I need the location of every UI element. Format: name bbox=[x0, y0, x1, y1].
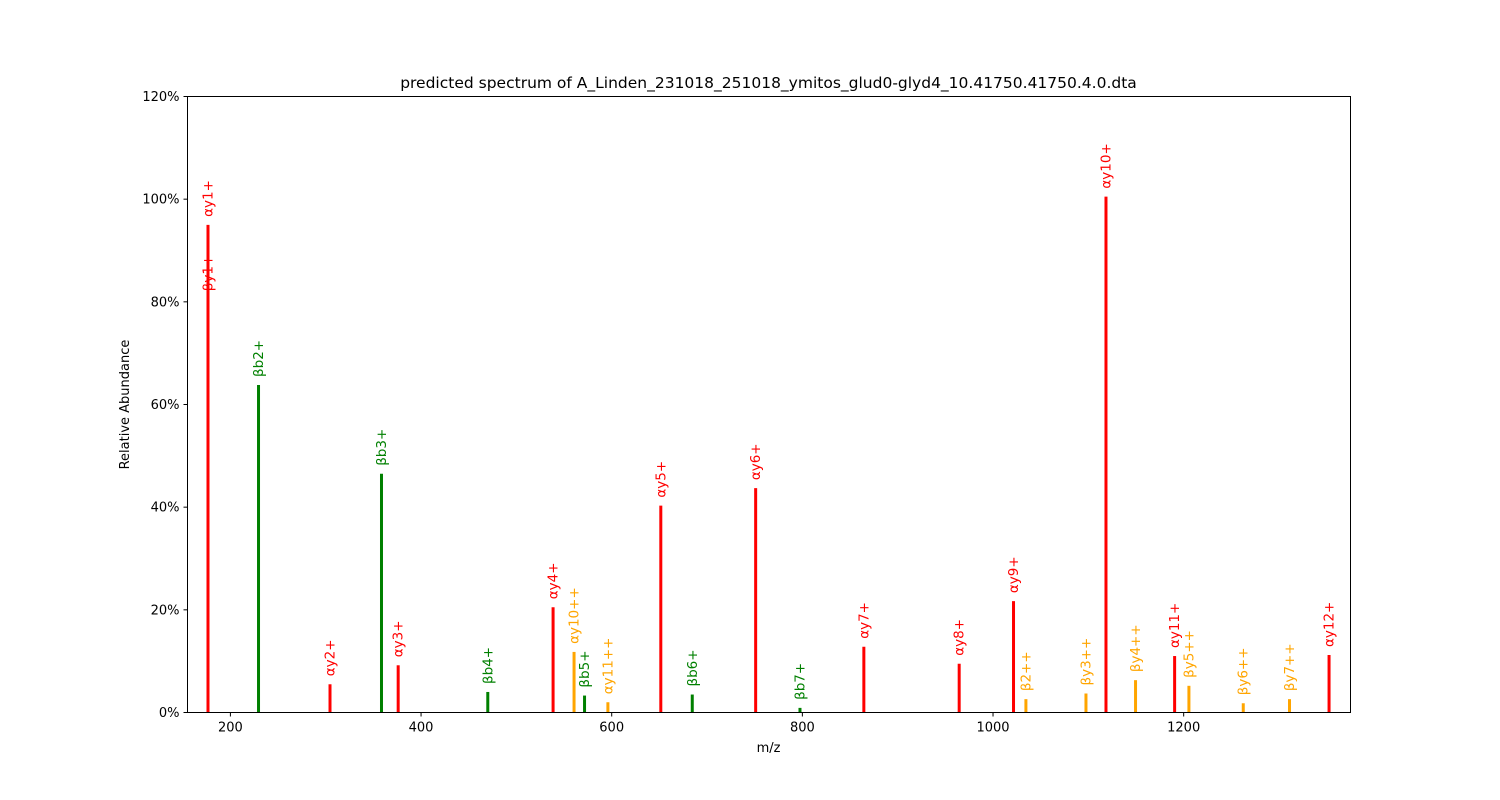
y-tick-label: 20% bbox=[151, 603, 180, 618]
peak-label: αy4+ bbox=[546, 562, 562, 599]
peak-label: βy3++ bbox=[1078, 638, 1094, 686]
peak-label: αy8+ bbox=[952, 619, 968, 656]
peak-label: βb6+ bbox=[685, 649, 701, 686]
chart-title: predicted spectrum of A_Linden_231018_25… bbox=[400, 74, 1137, 93]
peak-label: αy6+ bbox=[748, 443, 764, 480]
peak-label: βy5++ bbox=[1181, 630, 1197, 678]
x-tick-label: 600 bbox=[599, 721, 624, 736]
plot-frame bbox=[187, 96, 1351, 713]
peak-label: αy11+ bbox=[1167, 603, 1183, 648]
peak-label: αy1+ bbox=[200, 180, 216, 217]
x-tick-label: 800 bbox=[790, 721, 815, 736]
peak-label: αy11++ bbox=[600, 638, 616, 695]
y-tick-label: 40% bbox=[151, 501, 180, 516]
x-tick-label: 400 bbox=[409, 721, 434, 736]
peak-label: βy7++ bbox=[1282, 643, 1298, 691]
peak-label: βb5+ bbox=[577, 650, 593, 687]
y-tick-label: 0% bbox=[159, 706, 180, 721]
x-tick-label: 200 bbox=[218, 721, 243, 736]
peak-label: αy5+ bbox=[653, 461, 669, 498]
peak-label: β2++ bbox=[1018, 651, 1034, 691]
peak-label: αy10+ bbox=[1098, 143, 1114, 188]
peak-label: αy3+ bbox=[391, 620, 407, 657]
x-tick-label: 1200 bbox=[1167, 721, 1200, 736]
peak-label: αy9+ bbox=[1006, 556, 1022, 593]
y-tick-label: 80% bbox=[151, 295, 180, 310]
peak-label: βb4+ bbox=[480, 647, 496, 684]
y-tick-label: 100% bbox=[142, 193, 179, 208]
peak-label: αy10++ bbox=[567, 587, 583, 644]
peak-label: βb3+ bbox=[374, 429, 390, 466]
y-tick-label: 60% bbox=[151, 398, 180, 413]
x-axis-label: m/z bbox=[757, 741, 781, 756]
peak-label: βb2+ bbox=[251, 340, 267, 377]
x-tick-label: 1000 bbox=[976, 721, 1009, 736]
peak-label: βy1+ bbox=[200, 255, 216, 292]
peak-label: αy7+ bbox=[856, 602, 872, 639]
peak-label: αy2+ bbox=[323, 639, 339, 676]
peak-label: βy4++ bbox=[1128, 624, 1144, 672]
peak-label: βb7+ bbox=[792, 663, 808, 700]
y-axis-label: Relative Abundance bbox=[118, 340, 133, 470]
peak-label: βy6++ bbox=[1236, 647, 1252, 695]
peaks-layer: αy1+ βy1+ βb2+ αy2+ βb3+ αy3+ βb4+ αy4+ αy10++ βb… bbox=[200, 143, 1338, 713]
axes-layer: 200 400 600 800 1000 1200 0% 20% 40% 60% 80% 100% 12… bbox=[142, 90, 1200, 736]
peak-label: αy12+ bbox=[1322, 602, 1338, 647]
y-tick-label: 120% bbox=[142, 90, 179, 105]
